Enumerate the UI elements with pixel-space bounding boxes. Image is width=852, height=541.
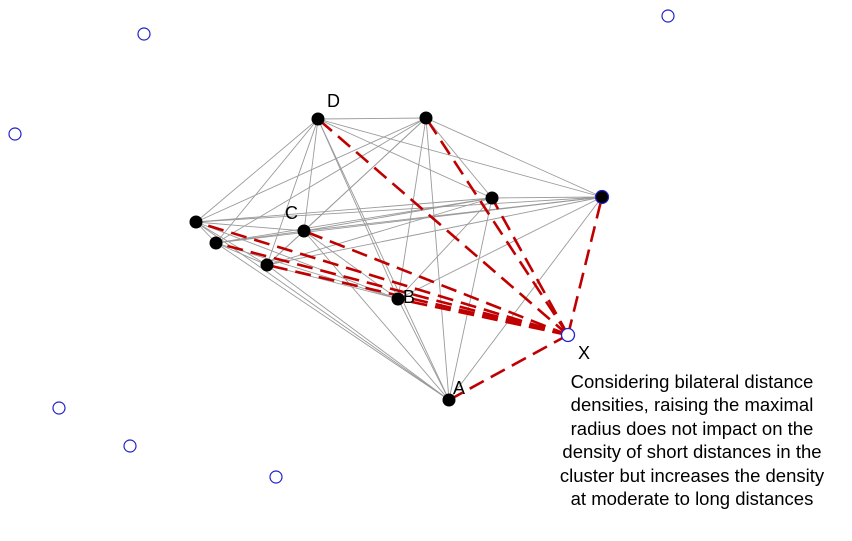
caption: Considering bilateral distance densities… [535,370,849,510]
caption-line: cluster but increases the density [559,464,825,486]
edge-n3-n6 [215,197,493,244]
label-d: D [327,91,340,111]
edge-n4-B [397,196,603,300]
caption-line: density of short distances in the [562,441,822,463]
edge-n3-n4 [491,196,603,199]
edge-D-n7 [266,118,319,266]
caption-line: at moderate to long distances [570,488,814,510]
cluster-point-n3 [485,191,499,205]
outlier-points [8,9,675,484]
edge-n5-n7 [195,221,268,266]
dashed-edges-to-x [195,117,604,402]
outlier-point [661,9,675,23]
edge-n4-n7 [266,196,603,266]
edge-n7-B [266,264,399,300]
dashed-edge-x-n7 [266,263,569,337]
node-labels: D C B A X [285,91,590,398]
edge-D-n5 [195,118,319,223]
edge-n5-A [195,221,450,401]
cluster-point-n4 [594,189,610,205]
edge-C-A [303,230,450,401]
edge-n2-n5 [195,117,427,223]
edge-n3-C [303,197,493,232]
edge-n6-n7 [215,242,268,266]
label-x: X [578,343,590,363]
outlier-point [8,127,22,141]
edge-n4-n5 [195,196,603,223]
edge-C-B [303,230,399,300]
edge-D-n3 [317,118,493,199]
cluster-point-B [391,292,405,306]
label-b: B [403,287,415,307]
cluster-point-n5 [189,215,203,229]
cluster-point-n6 [209,236,223,250]
dashed-edge-x-n2 [424,117,570,336]
cluster-points [189,111,610,407]
dashed-edge-x-n4 [566,196,604,336]
edge-D-C [303,118,319,232]
edge-n3-n5 [195,197,493,223]
caption-line: radius does not impact on the [570,417,814,439]
edge-D-n6 [215,118,319,244]
outlier-point [123,439,137,453]
edge-n5-C [195,221,305,232]
dashed-edge-x-D [317,118,569,336]
edge-D-n2 [317,117,427,120]
node-x [560,327,576,343]
label-c: C [285,203,298,223]
cluster-point-n2 [419,111,433,125]
edge-n2-C [303,117,427,232]
outlier-point [137,27,151,41]
cluster-point-D [311,112,325,126]
edge-n6-A [215,242,450,401]
cluster-point-n7 [260,258,274,272]
cluster-point-C [297,224,311,238]
edge-n2-A [425,117,450,401]
edge-D-A [317,118,450,401]
edge-D-n4 [317,118,603,198]
edge-n6-C [215,230,305,244]
dashed-edge-x-B [397,297,569,337]
label-a: A [453,378,465,398]
edge-n6-B [215,242,399,300]
edge-n2-n3 [425,117,493,199]
dashed-edge-x-n5 [195,220,569,337]
edge-n4-C [303,196,603,232]
caption-line: Considering bilateral distance [570,371,814,392]
edge-n2-n6 [215,117,427,244]
cluster-edges [195,117,603,401]
edge-n2-n4 [425,117,603,198]
edge-n5-B [195,221,399,300]
caption-line: densities, raising the maximal [570,394,814,416]
dashed-edge-x-n3 [490,197,570,336]
edge-B-A [397,298,450,401]
edge-n3-B [397,197,493,300]
edge-n7-A [266,264,450,401]
outlier-point [269,470,283,484]
outlier-point [52,401,66,415]
cluster-point-A [442,393,456,407]
dashed-edge-x-n6 [215,241,569,337]
edge-n3-A [448,197,493,401]
